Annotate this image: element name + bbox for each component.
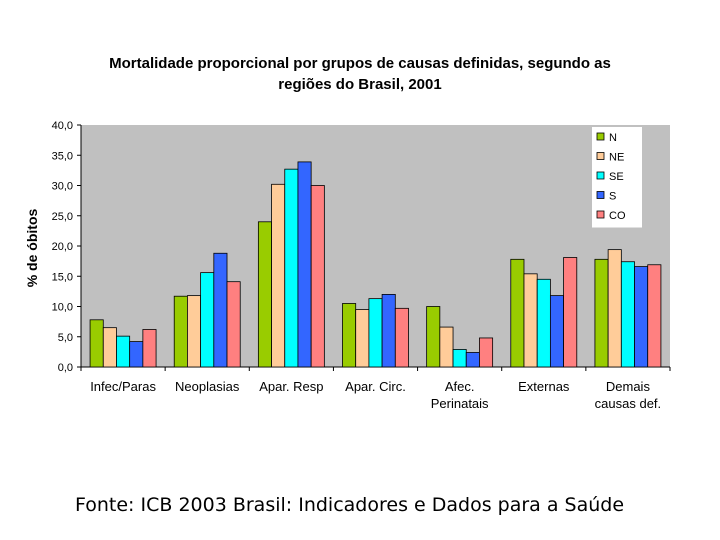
source-caption: Fonte: ICB 2003 Brasil: Indicadores e Da…: [75, 494, 625, 516]
bar-ne: [439, 326, 454, 368]
bar-n: [594, 258, 609, 368]
legend-swatch-se: [596, 171, 605, 180]
chart-title-line-1: Mortalidade proporcional por grupos de c…: [109, 55, 611, 72]
bar-ne: [271, 183, 286, 368]
bar-co: [142, 329, 157, 368]
legend-label-n: N: [609, 132, 617, 144]
bar-se: [536, 278, 551, 368]
bar-se: [452, 349, 467, 368]
bar-se: [200, 272, 215, 368]
x-category-label: Afec.: [445, 379, 475, 394]
bar-se: [284, 168, 299, 368]
legend-swatch-s: [596, 191, 605, 199]
legend-label-co: CO: [609, 210, 626, 222]
legend-label-s: S: [609, 191, 616, 203]
bar-chart: Mortalidade proporcional por grupos de c…: [24, 55, 671, 411]
x-category-label: Neoplasias: [175, 379, 240, 394]
bar-s: [465, 352, 480, 368]
x-category-label: causas def.: [595, 396, 662, 411]
y-axis: 0,0 5,0 10,0 15,0 20,0 25,0 30,0 35,0 40,0: [52, 120, 82, 374]
bar-s: [634, 266, 649, 368]
legend-label-ne: NE: [609, 152, 624, 164]
legend-swatch-co: [596, 210, 605, 219]
bar-co: [647, 264, 662, 368]
bar-ne: [355, 309, 370, 368]
y-tick-label: 5,0: [58, 332, 73, 344]
bar-ne: [607, 249, 622, 368]
bar-s: [213, 252, 228, 368]
y-tick-label: 35,0: [52, 150, 73, 162]
bar-co: [479, 337, 494, 368]
bar-se: [368, 298, 383, 368]
x-category-label: Apar. Resp: [259, 379, 323, 394]
chart-title-line-2: regiões do Brasil, 2001: [278, 76, 441, 93]
bar-s: [549, 295, 564, 368]
bar-co: [310, 185, 325, 368]
bar-ne: [102, 327, 117, 368]
bar-n: [510, 258, 525, 368]
bar-s: [297, 161, 312, 368]
legend: N NE SE S CO: [592, 127, 642, 228]
bar-s: [381, 293, 396, 368]
y-tick-label: 40,0: [52, 120, 73, 132]
bar-co: [563, 257, 578, 368]
bar-co: [226, 281, 241, 368]
bar-se: [116, 335, 131, 368]
y-tick-label: 25,0: [52, 211, 73, 223]
x-category-label: Externas: [518, 379, 570, 394]
y-tick-label: 15,0: [52, 271, 73, 283]
legend-swatch-n: [596, 132, 605, 141]
bar-se: [620, 261, 635, 368]
bar-n: [257, 221, 272, 368]
bar-co: [394, 307, 409, 368]
bar-ne: [523, 273, 538, 368]
y-tick-label: 0,0: [58, 362, 73, 374]
bar-ne: [187, 295, 202, 368]
bar-n: [426, 306, 441, 368]
y-tick-label: 20,0: [52, 241, 73, 253]
bar-n: [89, 319, 104, 368]
bars-group: [89, 161, 662, 368]
y-axis-label: % de óbitos: [24, 209, 40, 288]
x-category-label: Perinatais: [431, 396, 489, 411]
y-tick-label: 10,0: [52, 302, 73, 314]
legend-swatch-ne: [596, 152, 605, 160]
x-axis: Infec/Paras Neoplasias Apar. Resp Apar. Cir…: [80, 366, 671, 411]
x-category-label: Infec/Paras: [90, 379, 156, 394]
legend-label-se: SE: [609, 171, 624, 183]
x-category-label: Apar. Circ.: [345, 379, 406, 394]
bar-n: [342, 303, 357, 368]
x-category-label: Demais: [606, 379, 651, 394]
bar-s: [129, 341, 144, 368]
y-tick-label: 30,0: [52, 181, 73, 193]
bar-n: [173, 295, 188, 368]
